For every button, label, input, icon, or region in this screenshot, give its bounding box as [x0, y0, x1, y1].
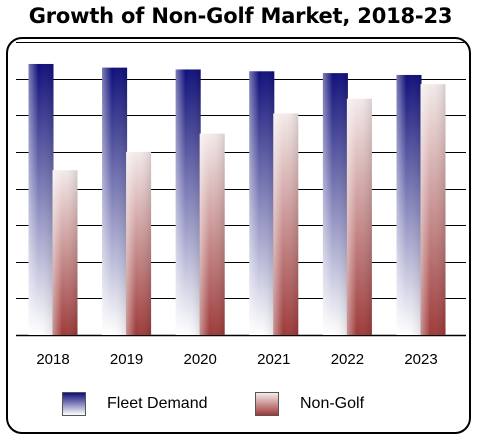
bar-shading-fleet-demand-2021 [249, 71, 275, 336]
bar-shading-non-golf-2023 [420, 84, 446, 336]
bar-shading-fleet-demand-2019 [102, 67, 128, 335]
chart-frame [6, 37, 471, 434]
chart-title: Growth of Non-Golf Market, 2018-23 [28, 4, 453, 28]
bar-shading-fleet-demand-2018 [28, 63, 54, 335]
gridlines [16, 42, 466, 337]
bars [28, 63, 446, 336]
x-tick-label-2023: 2023 [404, 351, 438, 368]
x-tick-label-2022: 2022 [330, 351, 365, 368]
bar-shading-non-golf-2020 [199, 133, 225, 335]
legend-label-fleet-demand: Fleet Demand [107, 395, 208, 412]
legend-swatch-fleet-demand [62, 392, 86, 416]
bar-shading-non-golf-2018 [52, 170, 78, 335]
x-tick-label-2020: 2020 [183, 351, 217, 368]
bar-shading-fleet-demand-2023 [396, 74, 422, 336]
bar-shading-fleet-demand-2022 [322, 73, 348, 335]
x-tick-label-2019: 2019 [109, 351, 144, 368]
bar-shading-non-golf-2019 [126, 151, 152, 335]
x-tick-label-2018: 2018 [36, 351, 70, 368]
bar-shading-non-golf-2022 [346, 98, 372, 335]
x-tick-label-2021: 2021 [257, 351, 291, 368]
bar-shading-fleet-demand-2020 [175, 69, 201, 335]
legend-label-non-golf: Non-Golf [300, 395, 365, 412]
legend-swatch-non-golf [255, 392, 279, 416]
bar-shading-non-golf-2021 [273, 113, 299, 335]
